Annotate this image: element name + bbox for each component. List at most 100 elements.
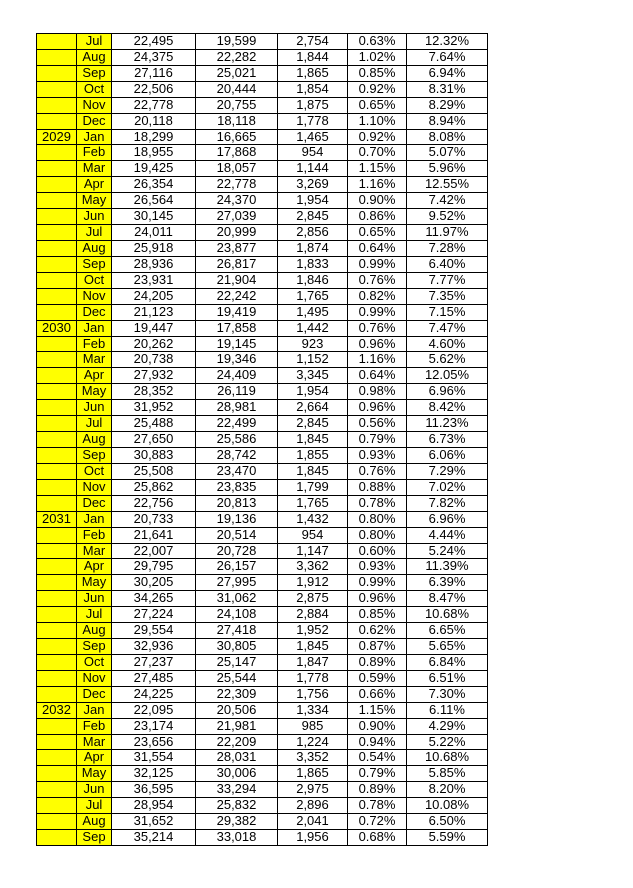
year-cell[interactable]: [36, 255, 77, 273]
percent-cell-1[interactable]: 0.79%: [347, 431, 407, 448]
value-cell-1[interactable]: 18,955: [111, 144, 196, 162]
month-cell[interactable]: Sep: [76, 829, 112, 847]
percent-cell-2[interactable]: 7.47%: [406, 319, 488, 337]
percent-cell-2[interactable]: 5.62%: [406, 351, 488, 369]
value-cell-1[interactable]: 36,595: [111, 781, 196, 799]
value-cell-1[interactable]: 27,485: [111, 669, 196, 687]
value-cell-1[interactable]: 28,936: [111, 255, 196, 273]
month-cell[interactable]: Jan: [76, 510, 112, 528]
month-cell[interactable]: Jul: [76, 797, 112, 815]
value-cell-1[interactable]: 20,118: [111, 112, 196, 130]
percent-cell-1[interactable]: 0.92%: [347, 128, 407, 146]
month-cell[interactable]: Apr: [76, 176, 112, 194]
year-cell[interactable]: [36, 415, 77, 433]
month-cell[interactable]: Nov: [76, 287, 112, 305]
percent-cell-2[interactable]: 6.73%: [406, 431, 488, 448]
value-cell-2[interactable]: 23,877: [195, 239, 278, 257]
month-cell[interactable]: Oct: [76, 462, 112, 480]
month-cell[interactable]: Sep: [76, 64, 112, 82]
value-cell-1[interactable]: 26,564: [111, 192, 196, 210]
value-cell-2[interactable]: 28,031: [195, 749, 278, 767]
value-cell-2[interactable]: 26,817: [195, 255, 278, 273]
value-cell-1[interactable]: 27,224: [111, 606, 196, 624]
year-cell[interactable]: [36, 478, 77, 496]
month-cell[interactable]: Dec: [76, 112, 112, 130]
percent-cell-2[interactable]: 12.32%: [406, 33, 488, 50]
month-cell[interactable]: Apr: [76, 367, 112, 385]
percent-cell-2[interactable]: 6.50%: [406, 813, 488, 831]
month-cell[interactable]: Jul: [76, 224, 112, 241]
month-cell[interactable]: Dec: [76, 303, 112, 321]
value-cell-3[interactable]: 1,844: [277, 48, 348, 66]
year-cell[interactable]: [36, 494, 77, 512]
value-cell-3[interactable]: 1,865: [277, 64, 348, 82]
month-cell[interactable]: Mar: [76, 351, 112, 369]
percent-cell-1[interactable]: 0.85%: [347, 64, 407, 82]
percent-cell-1[interactable]: 0.70%: [347, 144, 407, 162]
value-cell-3[interactable]: 2,041: [277, 813, 348, 831]
year-cell[interactable]: [36, 80, 77, 98]
month-cell[interactable]: Oct: [76, 80, 112, 98]
value-cell-3[interactable]: 1,874: [277, 239, 348, 257]
value-cell-2[interactable]: 20,444: [195, 80, 278, 98]
month-cell[interactable]: Sep: [76, 446, 112, 464]
value-cell-3[interactable]: 1,854: [277, 80, 348, 98]
percent-cell-2[interactable]: 8.94%: [406, 112, 488, 130]
percent-cell-2[interactable]: 10.68%: [406, 749, 488, 767]
value-cell-2[interactable]: 25,147: [195, 653, 278, 671]
year-cell[interactable]: [36, 287, 77, 305]
value-cell-1[interactable]: 25,508: [111, 462, 196, 480]
value-cell-2[interactable]: 25,021: [195, 64, 278, 82]
value-cell-3[interactable]: 1,778: [277, 669, 348, 687]
month-cell[interactable]: Dec: [76, 494, 112, 512]
percent-cell-1[interactable]: 0.72%: [347, 813, 407, 831]
value-cell-3[interactable]: 954: [277, 526, 348, 544]
percent-cell-1[interactable]: 0.76%: [347, 271, 407, 289]
value-cell-2[interactable]: 16,665: [195, 128, 278, 146]
percent-cell-1[interactable]: 0.68%: [347, 829, 407, 847]
value-cell-1[interactable]: 27,116: [111, 64, 196, 82]
value-cell-3[interactable]: 2,875: [277, 590, 348, 608]
value-cell-3[interactable]: 1,956: [277, 829, 348, 847]
value-cell-1[interactable]: 30,205: [111, 574, 196, 592]
value-cell-2[interactable]: 19,136: [195, 510, 278, 528]
percent-cell-1[interactable]: 0.62%: [347, 622, 407, 640]
value-cell-3[interactable]: 2,845: [277, 208, 348, 226]
month-cell[interactable]: Jun: [76, 208, 112, 226]
value-cell-2[interactable]: 18,118: [195, 112, 278, 130]
percent-cell-2[interactable]: 5.96%: [406, 160, 488, 178]
value-cell-2[interactable]: 27,418: [195, 622, 278, 640]
value-cell-2[interactable]: 26,157: [195, 558, 278, 576]
value-cell-1[interactable]: 18,299: [111, 128, 196, 146]
percent-cell-1[interactable]: 0.99%: [347, 255, 407, 273]
value-cell-1[interactable]: 32,125: [111, 765, 196, 783]
value-cell-3[interactable]: 1,442: [277, 319, 348, 337]
month-cell[interactable]: Jan: [76, 128, 112, 146]
value-cell-3[interactable]: 3,352: [277, 749, 348, 767]
value-cell-3[interactable]: 1,495: [277, 303, 348, 321]
percent-cell-1[interactable]: 0.66%: [347, 685, 407, 703]
value-cell-1[interactable]: 19,425: [111, 160, 196, 178]
percent-cell-1[interactable]: 0.76%: [347, 319, 407, 337]
month-cell[interactable]: Aug: [76, 48, 112, 66]
year-cell[interactable]: [36, 717, 77, 735]
percent-cell-1[interactable]: 1.16%: [347, 351, 407, 369]
percent-cell-1[interactable]: 0.59%: [347, 669, 407, 687]
year-cell[interactable]: 2032: [36, 701, 77, 719]
year-cell[interactable]: [36, 224, 77, 241]
year-cell[interactable]: [36, 112, 77, 130]
month-cell[interactable]: Apr: [76, 558, 112, 576]
value-cell-1[interactable]: 22,495: [111, 33, 196, 50]
value-cell-3[interactable]: 1,855: [277, 446, 348, 464]
year-cell[interactable]: [36, 590, 77, 608]
month-cell[interactable]: Feb: [76, 144, 112, 162]
percent-cell-1[interactable]: 1.16%: [347, 176, 407, 194]
value-cell-2[interactable]: 28,742: [195, 446, 278, 464]
value-cell-2[interactable]: 25,586: [195, 431, 278, 448]
value-cell-2[interactable]: 20,813: [195, 494, 278, 512]
percent-cell-1[interactable]: 0.79%: [347, 765, 407, 783]
percent-cell-2[interactable]: 6.65%: [406, 622, 488, 640]
percent-cell-2[interactable]: 11.39%: [406, 558, 488, 576]
month-cell[interactable]: Aug: [76, 813, 112, 831]
percent-cell-2[interactable]: 5.22%: [406, 733, 488, 751]
